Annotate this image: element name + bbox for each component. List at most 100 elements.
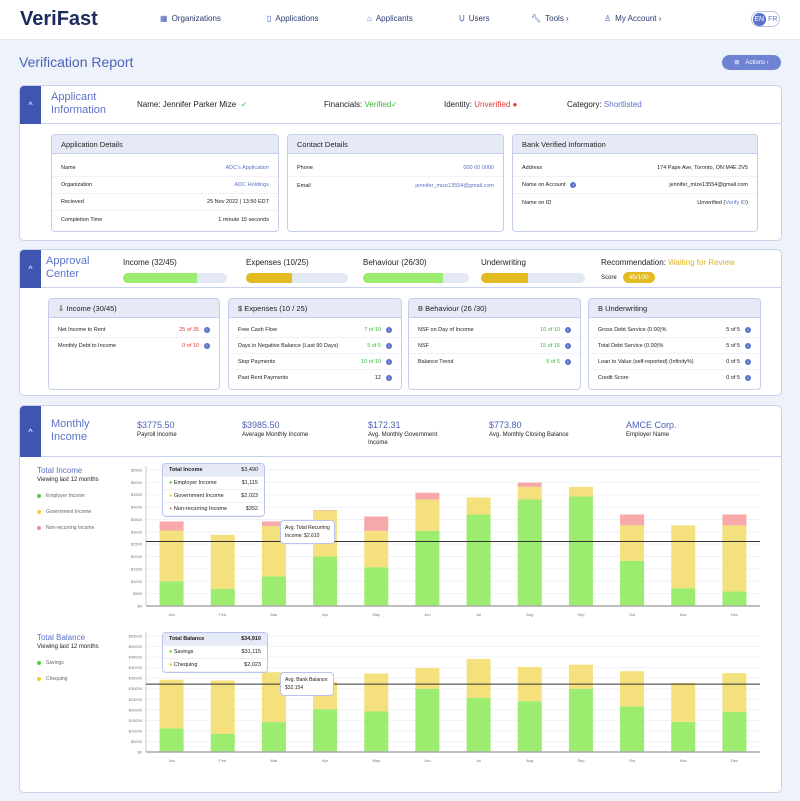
nav-organizations[interactable]: ▦ Organizations — [160, 14, 221, 23]
criteria-row: Past Rent Payments 12 i — [229, 370, 401, 386]
application-link[interactable]: ADC's Application — [225, 165, 269, 171]
category-link[interactable]: Shortlisted — [603, 100, 642, 109]
info-icon[interactable]: i — [386, 342, 392, 349]
collapse-button[interactable]: ^ — [20, 406, 41, 457]
bar-segment-savings[interactable] — [568, 688, 593, 752]
bar-segment-employer-income[interactable] — [159, 581, 184, 606]
bar-segment-non-recurring-income[interactable] — [517, 482, 542, 487]
info-icon[interactable]: i — [565, 359, 571, 365]
bar-segment-employer-income[interactable] — [517, 499, 542, 606]
avg-income-label: Avg. Total Recurring Income: $2,610 — [280, 520, 335, 544]
info-icon[interactable]: i — [565, 342, 571, 349]
bar-segment-savings[interactable] — [722, 711, 747, 752]
legend-subtitle: Viewing last 12 months — [37, 644, 99, 650]
label: Total Debt Service (0.00)% — [598, 342, 664, 349]
bar-segment-employer-income[interactable] — [261, 576, 286, 606]
legend-item: Government Income — [37, 509, 99, 515]
bar-segment-chequing[interactable] — [210, 680, 235, 734]
info-icon[interactable]: i — [204, 326, 210, 333]
info-icon[interactable]: i — [204, 343, 210, 349]
bar-segment-government-income[interactable] — [415, 499, 440, 531]
value: 0 of 5 — [726, 375, 740, 381]
info-icon[interactable]: i — [745, 375, 751, 381]
bar-segment-savings[interactable] — [210, 733, 235, 752]
bar-segment-non-recurring-income[interactable] — [364, 516, 389, 531]
info-icon[interactable]: i — [386, 375, 392, 381]
bar-segment-savings[interactable] — [159, 728, 184, 752]
collapse-button[interactable]: ^ — [20, 86, 41, 124]
bar-segment-savings[interactable] — [466, 698, 491, 752]
bar-segment-chequing[interactable] — [671, 683, 696, 722]
info-icon[interactable]: i — [570, 182, 577, 188]
bar-segment-employer-income[interactable] — [620, 560, 645, 606]
email-link[interactable]: jennifer_mize13554@gmail.com — [415, 182, 494, 189]
bar-segment-government-income[interactable] — [159, 530, 184, 582]
nav-tools[interactable]: 🔧︎ Tools › — [531, 14, 569, 23]
bar-segment-employer-income[interactable] — [466, 514, 491, 606]
label: Address — [522, 165, 543, 171]
bar-segment-government-income[interactable] — [722, 525, 747, 592]
nav-users[interactable]: Ụ Users — [459, 14, 490, 23]
bar-segment-government-income[interactable] — [568, 486, 593, 497]
nav-applicants[interactable]: ⌂ Applicants — [367, 14, 413, 23]
organization-link[interactable]: ADC Holdings — [234, 182, 269, 188]
income-stat: $3775.50 Payroll Income — [137, 421, 217, 439]
bar-segment-government-income[interactable] — [364, 530, 389, 568]
bar-segment-employer-income[interactable] — [568, 496, 593, 606]
bar-segment-chequing[interactable] — [722, 673, 747, 712]
stat-label: Avg. Monthly Closing Balance — [489, 432, 569, 438]
bar-segment-chequing[interactable] — [568, 664, 593, 689]
nav-my-account[interactable]: ♙ My Account › — [604, 14, 661, 23]
logo[interactable]: VeriFast — [20, 8, 98, 31]
bar-segment-chequing[interactable] — [415, 668, 440, 689]
lang-en[interactable]: EN — [753, 12, 766, 26]
info-icon[interactable]: i — [565, 326, 571, 333]
bar-segment-savings[interactable] — [313, 709, 338, 752]
bar-segment-savings[interactable] — [671, 721, 696, 752]
bar-segment-government-income[interactable] — [210, 534, 235, 589]
bar-segment-non-recurring-income[interactable] — [261, 521, 286, 527]
nav-applications[interactable]: ▯ Applications — [267, 14, 319, 23]
score-bar-label: Expenses (10/25) — [246, 258, 309, 267]
score-bar — [123, 273, 227, 283]
bar-segment-employer-income[interactable] — [210, 588, 235, 606]
info-icon[interactable]: i — [386, 326, 392, 333]
bar-segment-chequing[interactable] — [364, 673, 389, 712]
box-title: Bank Verified Information — [513, 135, 757, 154]
info-icon[interactable]: i — [745, 342, 751, 349]
collapse-button[interactable]: ^ — [20, 250, 41, 288]
x-tick-label: Sep — [577, 612, 585, 617]
info-icon[interactable]: i — [386, 358, 392, 365]
bar-segment-government-income[interactable] — [517, 486, 542, 500]
bar-segment-government-income[interactable] — [671, 525, 696, 589]
bar-segment-savings[interactable] — [415, 688, 440, 752]
bar-segment-savings[interactable] — [364, 711, 389, 752]
lang-fr[interactable]: FR — [768, 15, 778, 23]
y-tick-label: $50000 — [129, 644, 143, 649]
phone-link[interactable]: 000 00 0000 — [463, 165, 494, 171]
bar-segment-non-recurring-income[interactable] — [415, 492, 440, 500]
bar-segment-chequing[interactable] — [466, 658, 491, 699]
bar-segment-non-recurring-income[interactable] — [620, 514, 645, 526]
bar-segment-savings[interactable] — [620, 706, 645, 752]
bar-segment-employer-income[interactable] — [313, 556, 338, 606]
bar-segment-employer-income[interactable] — [671, 588, 696, 606]
info-icon[interactable]: i — [745, 358, 751, 365]
bar-segment-chequing[interactable] — [159, 679, 184, 729]
actions-button[interactable]: ⊞ Actions › — [722, 55, 781, 70]
bar-segment-non-recurring-income[interactable] — [159, 521, 184, 531]
bar-segment-employer-income[interactable] — [415, 530, 440, 606]
verify-id-link[interactable]: Verify ID — [725, 199, 747, 206]
info-icon[interactable]: i — [745, 326, 751, 333]
card-header — [20, 250, 781, 288]
bar-segment-non-recurring-income[interactable] — [722, 514, 747, 526]
bar-segment-government-income[interactable] — [620, 525, 645, 561]
bar-segment-employer-income[interactable] — [364, 567, 389, 606]
bar-segment-savings[interactable] — [261, 722, 286, 752]
bar-segment-chequing[interactable] — [620, 671, 645, 707]
language-toggle[interactable]: EN FR — [751, 11, 780, 27]
bar-segment-government-income[interactable] — [466, 497, 491, 515]
card-header — [20, 86, 781, 124]
bar-segment-savings[interactable] — [517, 701, 542, 752]
bar-segment-employer-income[interactable] — [722, 591, 747, 606]
